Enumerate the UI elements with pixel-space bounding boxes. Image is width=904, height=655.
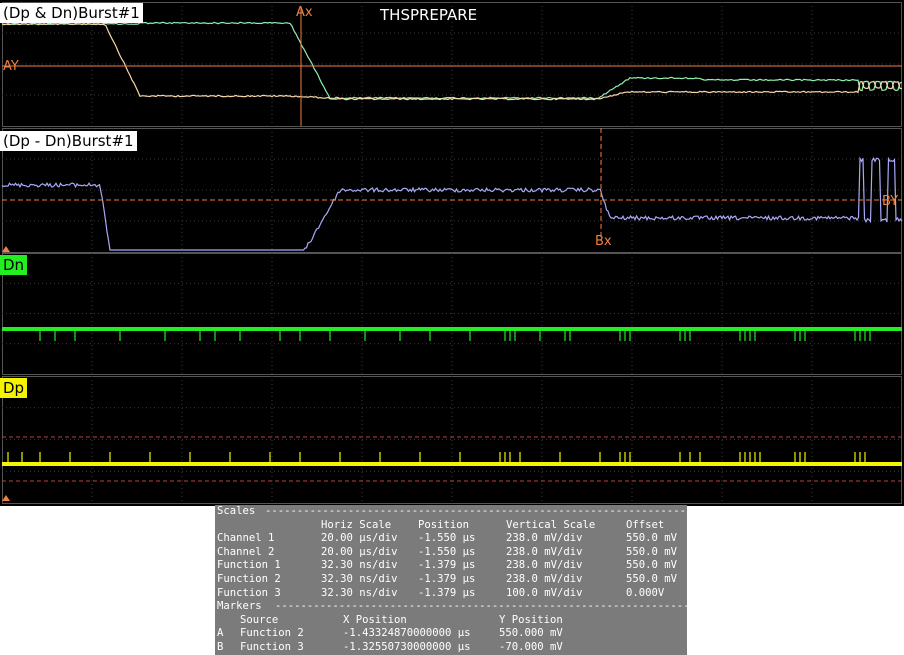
- scale-cell-pos: -1.550 µs: [418, 532, 476, 545]
- dp-trace-top: [2, 21, 902, 100]
- cursor-by-label[interactable]: BY: [882, 194, 899, 209]
- dp-trace: [2, 462, 902, 466]
- scale-cell-offset: 550.0 mV: [626, 532, 678, 545]
- divider: ----------------------------------------…: [265, 505, 687, 517]
- marker-cell-y: -70.000 mV: [499, 640, 563, 653]
- scale-cell-pos: -1.379 µs: [418, 559, 476, 572]
- scale-cell-horiz: 32.30 ns/div: [321, 559, 398, 572]
- oscilloscope-display[interactable]: THSPREPARE (Dp & Dn)Burst#1 (Dp - Dn)Bur…: [0, 0, 904, 506]
- header-position: Position: [418, 518, 470, 531]
- dn-trace-top: [1, 22, 903, 101]
- scales-title: Scales: [217, 505, 256, 517]
- measurement-title: THSPREPARE: [380, 6, 478, 24]
- markers-header-row: Source X Position Y Position: [215, 614, 687, 628]
- scale-cell-name: Function 1: [217, 559, 281, 572]
- cursor-ax-label[interactable]: Ax: [296, 5, 313, 20]
- cursor-bx-label[interactable]: Bx: [595, 234, 612, 249]
- scale-cell-vert: 238.0 mV/div: [506, 532, 583, 545]
- panel-label-dn[interactable]: Dn: [0, 255, 28, 275]
- scale-cell-name: Function 3: [217, 586, 281, 599]
- scale-row: Channel 1 20.00 µs/div -1.550 µs 238.0 mV/d…: [215, 532, 687, 546]
- header-offset: Offset: [626, 518, 665, 531]
- markers-title: Markers: [217, 600, 262, 613]
- panel-label-dp-minus-dn[interactable]: (Dp - Dn)Burst#1: [0, 131, 137, 151]
- differential-trace: [1, 156, 903, 251]
- divider: ----------------------------------------…: [275, 600, 687, 613]
- scale-cell-horiz: 32.30 ns/div: [321, 586, 398, 599]
- marker-cell-x: -1.43324870000000 µs: [343, 627, 471, 640]
- scale-row: Function 2 32.30 ns/div -1.379 µs 238.0 mV/…: [215, 573, 687, 587]
- scale-row: Function 3 32.30 ns/div -1.379 µs 100.0 mV/…: [215, 587, 687, 601]
- scale-row: Function 1 32.30 ns/div -1.379 µs 238.0 mV/…: [215, 559, 687, 573]
- markers-title-row: Markers --------------------------------…: [215, 600, 687, 614]
- header-source: Source: [240, 613, 279, 626]
- panel-label-dp[interactable]: Dp: [0, 378, 28, 398]
- scale-cell-name: Function 2: [217, 572, 281, 585]
- scale-cell-horiz: 20.00 µs/div: [321, 532, 398, 545]
- scales-markers-table: Scales ---------------------------------…: [215, 505, 687, 655]
- marker-cell-id: B: [217, 640, 224, 653]
- scale-cell-horiz: 32.30 ns/div: [321, 572, 398, 585]
- scale-cell-vert: 238.0 mV/div: [506, 572, 583, 585]
- scale-cell-vert: 100.0 mV/div: [506, 586, 583, 599]
- ground-marker: [2, 495, 10, 501]
- marker-row: B Function 3 -1.32550730000000 µs -70.000 m…: [215, 641, 687, 655]
- scale-cell-offset: 0.000V: [626, 586, 665, 599]
- scale-cell-pos: -1.379 µs: [418, 586, 476, 599]
- panel-label-dp-and-dn[interactable]: (Dp & Dn)Burst#1: [0, 3, 143, 23]
- marker-cell-x: -1.32550730000000 µs: [343, 640, 471, 653]
- marker-cell-source: Function 2: [240, 627, 304, 640]
- header-y-position: Y Position: [499, 613, 563, 626]
- scale-cell-offset: 550.0 mV: [626, 545, 678, 558]
- scales-header-row: Horiz Scale Position Vertical Scale Offs…: [215, 519, 687, 533]
- header-vertical-scale: Vertical Scale: [506, 518, 596, 531]
- scale-cell-pos: -1.379 µs: [418, 572, 476, 585]
- marker-row: A Function 2 -1.43324870000000 µs 550.000 m…: [215, 627, 687, 641]
- scale-cell-offset: 550.0 mV: [626, 559, 678, 572]
- scale-cell-offset: 550.0 mV: [626, 572, 678, 585]
- cursor-ay-label[interactable]: AY: [3, 59, 19, 74]
- scale-cell-horiz: 20.00 µs/div: [321, 545, 398, 558]
- scale-cell-name: Channel 2: [217, 545, 275, 558]
- scales-title-row: Scales ---------------------------------…: [215, 505, 687, 519]
- scale-cell-name: Channel 1: [217, 532, 275, 545]
- marker-cell-id: A: [217, 627, 224, 640]
- scale-cell-vert: 238.0 mV/div: [506, 559, 583, 572]
- scale-row: Channel 2 20.00 µs/div -1.550 µs 238.0 mV/d…: [215, 546, 687, 560]
- header-horiz-scale: Horiz Scale: [321, 518, 392, 531]
- marker-cell-source: Function 3: [240, 640, 304, 653]
- ground-marker: [2, 246, 10, 252]
- scale-cell-vert: 238.0 mV/div: [506, 545, 583, 558]
- scale-cell-pos: -1.550 µs: [418, 545, 476, 558]
- header-x-position: X Position: [343, 613, 407, 626]
- marker-cell-y: 550.000 mV: [499, 627, 563, 640]
- dn-trace: [2, 327, 902, 331]
- waveform-canvas[interactable]: [0, 0, 904, 506]
